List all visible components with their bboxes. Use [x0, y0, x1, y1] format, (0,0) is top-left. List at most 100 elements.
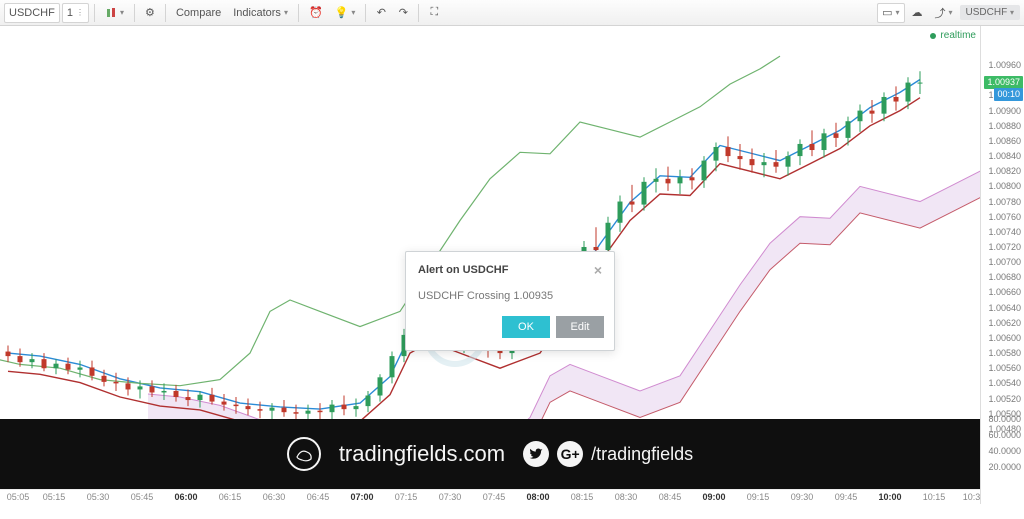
layout-icon: ▭: [882, 6, 892, 19]
realtime-badge: realtime: [930, 30, 976, 41]
alert-dialog: Alert on USDCHF × USDCHF Crossing 1.0093…: [405, 251, 615, 351]
time-tick: 07:45: [483, 492, 506, 502]
price-tick: 1.00560: [988, 363, 1021, 373]
dialog-header: Alert on USDCHF ×: [406, 252, 614, 284]
time-tick: 06:00: [174, 492, 197, 502]
layout-button[interactable]: ▭ ▾: [877, 3, 904, 23]
time-tick: 10:30: [963, 492, 980, 502]
price-tick: 1.00840: [988, 151, 1021, 161]
price-tick: 1.00780: [988, 197, 1021, 207]
time-tick: 09:00: [702, 492, 725, 502]
price-tick: 1.00720: [988, 242, 1021, 252]
price-tick: 1.00820: [988, 166, 1021, 176]
redo-button[interactable]: ↷: [393, 3, 413, 23]
price-axis: 1.009601.009401.009201.009001.008801.008…: [980, 26, 1024, 504]
dialog-title: Alert on USDCHF: [418, 264, 508, 276]
time-tick: 05:30: [87, 492, 110, 502]
dialog-body: USDCHF Crossing 1.00935: [406, 284, 614, 316]
realtime-label: realtime: [940, 30, 976, 41]
price-tick: 1.00700: [988, 257, 1021, 267]
toolbar-right: ▭ ▾ ☁ ⤴ ▾ USDCHF ▾: [877, 3, 1020, 23]
symbol-label: USDCHF: [9, 7, 55, 19]
symbol-selector[interactable]: USDCHF: [4, 3, 60, 23]
candle-style-button[interactable]: ▾: [100, 3, 129, 23]
share-icon: ⤴: [935, 5, 946, 21]
price-tick: 1.00640: [988, 303, 1021, 313]
price-tick: 1.00760: [988, 212, 1021, 222]
interval-selector[interactable]: 1 ⋮: [62, 3, 89, 23]
time-tick: 08:00: [526, 492, 549, 502]
time-tick: 05:05: [7, 492, 30, 502]
price-tick: 1.00520: [988, 394, 1021, 404]
undo-button[interactable]: ↶: [371, 3, 391, 23]
candlestick-icon: [105, 7, 117, 19]
price-tick: 1.00740: [988, 227, 1021, 237]
time-tick: 06:15: [219, 492, 242, 502]
time-tick: 08:15: [571, 492, 594, 502]
price-badge: 00:10: [994, 88, 1023, 101]
alert-icon: ⏰: [309, 6, 323, 19]
chevron-down-icon: ▾: [1010, 8, 1014, 17]
chevron-down-icon: ▾: [351, 8, 355, 17]
price-tick: 1.00900: [988, 106, 1021, 116]
time-tick: 07:00: [350, 492, 373, 502]
close-icon[interactable]: ×: [594, 262, 602, 278]
price-tick: 1.00660: [988, 287, 1021, 297]
edit-button[interactable]: Edit: [556, 316, 604, 338]
footer-watermark: tradingfields.com G+ /tradingfields: [0, 419, 980, 489]
cloud-button[interactable]: ☁: [907, 3, 928, 23]
bulb-icon: 💡: [335, 6, 349, 19]
price-tick: 1.00680: [988, 272, 1021, 282]
dialog-footer: OK Edit: [406, 316, 614, 350]
share-button[interactable]: ⤴ ▾: [930, 3, 958, 23]
twitter-icon: [523, 441, 549, 467]
indicator-tick: 60.0000: [988, 430, 1021, 440]
time-tick: 10:15: [923, 492, 946, 502]
time-tick: 09:45: [835, 492, 858, 502]
time-tick: 06:30: [263, 492, 286, 502]
chart-area: realtime Alert on USDCHF × USDCHF Crossi…: [0, 26, 1024, 504]
separator: [365, 4, 366, 22]
indicator-tick: 20.0000: [988, 462, 1021, 472]
time-tick: 07:30: [439, 492, 462, 502]
interval-label: 1: [67, 7, 73, 19]
undo-icon: ↶: [377, 6, 386, 19]
time-tick: 07:15: [395, 492, 418, 502]
price-badge: 1.00937: [984, 76, 1023, 89]
toolbar: USDCHF 1 ⋮ ▾ ⚙ Compare Indicators ▾ ⏰ 💡 …: [0, 0, 1024, 26]
price-tick: 1.00600: [988, 333, 1021, 343]
right-symbol-selector[interactable]: USDCHF ▾: [960, 5, 1020, 20]
time-tick: 05:15: [43, 492, 66, 502]
chevron-down-icon: ▾: [120, 8, 124, 17]
settings-button[interactable]: ⚙: [140, 3, 160, 23]
price-tick: 1.00540: [988, 378, 1021, 388]
dot-icon: [930, 33, 936, 39]
indicator-tick: 80.0000: [988, 414, 1021, 424]
fullscreen-button[interactable]: ⛶: [424, 3, 444, 23]
chart-canvas[interactable]: realtime Alert on USDCHF × USDCHF Crossi…: [0, 26, 980, 504]
footer-site: tradingfields.com: [339, 441, 505, 467]
fullscreen-icon: ⛶: [431, 6, 439, 19]
ok-button[interactable]: OK: [502, 316, 550, 338]
indicators-button[interactable]: Indicators ▾: [228, 3, 293, 23]
gear-icon: ⚙: [145, 6, 155, 19]
time-axis: 05:0505:1505:3005:4506:0006:1506:3006:45…: [0, 489, 980, 504]
price-tick: 1.00580: [988, 348, 1021, 358]
time-tick: 09:30: [791, 492, 814, 502]
idea-button[interactable]: 💡 ▾: [330, 3, 361, 23]
chevron-down-icon: ⋮: [76, 8, 84, 17]
separator: [165, 4, 166, 22]
time-tick: 08:30: [615, 492, 638, 502]
gplus-icon: G+: [557, 441, 583, 467]
time-tick: 09:15: [747, 492, 770, 502]
compare-button[interactable]: Compare: [171, 3, 226, 23]
alert-button[interactable]: ⏰: [304, 3, 328, 23]
separator: [298, 4, 299, 22]
logo-icon: [287, 437, 321, 471]
price-tick: 1.00960: [988, 60, 1021, 70]
right-symbol-label: USDCHF: [966, 7, 1008, 18]
indicator-tick: 40.0000: [988, 446, 1021, 456]
separator: [418, 4, 419, 22]
cloud-icon: ☁: [912, 6, 923, 19]
footer-handle: /tradingfields: [591, 444, 693, 465]
